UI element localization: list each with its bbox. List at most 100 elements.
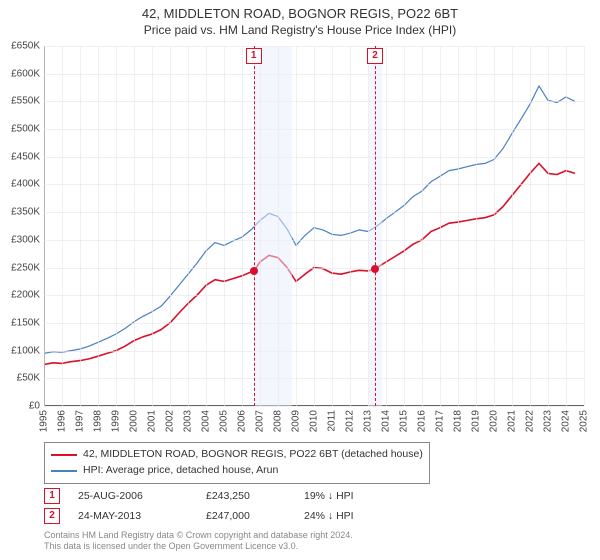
x-tick-label: 2008 xyxy=(273,410,284,432)
x-tick-label: 2007 xyxy=(255,410,266,432)
x-tick-label: 2018 xyxy=(453,410,464,432)
sale-delta: 19% ↓ HPI xyxy=(304,490,394,502)
y-tick-label: £450K xyxy=(0,151,40,162)
y-tick-label: £400K xyxy=(0,179,40,190)
sale-marker-box: 2 xyxy=(367,48,383,64)
sale-date: 24-MAY-2013 xyxy=(78,510,188,522)
y-tick-label: £150K xyxy=(0,317,40,328)
sale-marker-line xyxy=(375,46,376,406)
y-tick-label: £600K xyxy=(0,68,40,79)
x-tick-label: 2010 xyxy=(309,410,320,432)
gridline-v xyxy=(116,46,117,406)
x-tick-label: 2022 xyxy=(525,410,536,432)
x-tick-label: 2016 xyxy=(417,410,428,432)
gridline-v xyxy=(566,46,567,406)
gridline-h xyxy=(44,406,584,407)
y-tick-label: £100K xyxy=(0,345,40,356)
legend-row: HPI: Average price, detached house, Arun xyxy=(51,463,423,479)
gridline-v xyxy=(44,46,45,406)
legend-label: HPI: Average price, detached house, Arun xyxy=(83,463,278,479)
gridline-v xyxy=(422,46,423,406)
legend-swatch xyxy=(51,454,77,456)
y-tick-label: £300K xyxy=(0,234,40,245)
gridline-v xyxy=(458,46,459,406)
y-tick-label: £250K xyxy=(0,262,40,273)
sale-entry: 2 24-MAY-2013 £247,000 24% ↓ HPI xyxy=(44,508,584,524)
x-tick-label: 2001 xyxy=(147,410,158,432)
x-tick-label: 2002 xyxy=(165,410,176,432)
sale-dot xyxy=(250,267,258,275)
x-tick-label: 2015 xyxy=(399,410,410,432)
series-line xyxy=(44,86,575,354)
x-tick-label: 2004 xyxy=(201,410,212,432)
gridline-v xyxy=(530,46,531,406)
gridline-v xyxy=(152,46,153,406)
sale-date: 25-AUG-2006 xyxy=(78,490,188,502)
gridline-v xyxy=(242,46,243,406)
gridline-v xyxy=(98,46,99,406)
x-tick-label: 2006 xyxy=(237,410,248,432)
legend-swatch xyxy=(51,470,77,472)
gridline-v xyxy=(80,46,81,406)
gridline-v xyxy=(314,46,315,406)
sale-dot xyxy=(371,265,379,273)
series-line xyxy=(44,163,575,364)
gridline-v xyxy=(512,46,513,406)
x-tick-label: 1998 xyxy=(93,410,104,432)
y-tick-label: £500K xyxy=(0,124,40,135)
gridline-v xyxy=(476,46,477,406)
sale-index-box: 2 xyxy=(44,508,60,524)
gridline-v xyxy=(134,46,135,406)
y-tick-label: £550K xyxy=(0,96,40,107)
legend-row: 42, MIDDLETON ROAD, BOGNOR REGIS, PO22 6… xyxy=(51,447,423,463)
gridline-v xyxy=(296,46,297,406)
x-tick-label: 1995 xyxy=(39,410,50,432)
legend-area: 42, MIDDLETON ROAD, BOGNOR REGIS, PO22 6… xyxy=(44,442,584,553)
shaded-band xyxy=(254,46,293,406)
x-tick-label: 2000 xyxy=(129,410,140,432)
sale-index-box: 1 xyxy=(44,488,60,504)
gridline-v xyxy=(206,46,207,406)
legend-box: 42, MIDDLETON ROAD, BOGNOR REGIS, PO22 6… xyxy=(44,442,430,484)
gridline-v xyxy=(188,46,189,406)
y-tick-label: £350K xyxy=(0,207,40,218)
x-tick-label: 2012 xyxy=(345,410,356,432)
x-tick-label: 1997 xyxy=(75,410,86,432)
gridline-v xyxy=(224,46,225,406)
y-tick-label: £650K xyxy=(0,41,40,52)
sale-price: £243,250 xyxy=(206,490,286,502)
legend-label: 42, MIDDLETON ROAD, BOGNOR REGIS, PO22 6… xyxy=(83,447,423,463)
sale-delta: 24% ↓ HPI xyxy=(304,510,394,522)
x-tick-label: 2009 xyxy=(291,410,302,432)
sale-marker-line xyxy=(254,46,255,406)
y-tick-label: £0 xyxy=(0,401,40,412)
x-tick-label: 2017 xyxy=(435,410,446,432)
x-tick-label: 2005 xyxy=(219,410,230,432)
gridline-v xyxy=(440,46,441,406)
gridline-v xyxy=(494,46,495,406)
x-tick-label: 2011 xyxy=(327,410,338,432)
x-tick-label: 2023 xyxy=(543,410,554,432)
gridline-v xyxy=(350,46,351,406)
x-tick-label: 2020 xyxy=(489,410,500,432)
gridline-v xyxy=(584,46,585,406)
y-tick-label: £200K xyxy=(0,290,40,301)
x-tick-label: 2019 xyxy=(471,410,482,432)
x-tick-label: 2021 xyxy=(507,410,518,432)
gridline-v xyxy=(386,46,387,406)
x-tick-label: 2014 xyxy=(381,410,392,432)
gridline-v xyxy=(404,46,405,406)
footnote: Contains HM Land Registry data © Crown c… xyxy=(44,530,584,553)
gridline-v xyxy=(332,46,333,406)
x-tick-label: 2025 xyxy=(579,410,590,432)
x-tick-label: 2013 xyxy=(363,410,374,432)
sale-price: £247,000 xyxy=(206,510,286,522)
chart-subtitle: Price paid vs. HM Land Registry's House … xyxy=(0,23,600,37)
gridline-v xyxy=(548,46,549,406)
gridline-v xyxy=(62,46,63,406)
footnote-line1: Contains HM Land Registry data © Crown c… xyxy=(44,530,353,540)
x-tick-label: 2003 xyxy=(183,410,194,432)
x-tick-label: 1996 xyxy=(57,410,68,432)
y-tick-label: £50K xyxy=(0,373,40,384)
x-tick-label: 2024 xyxy=(561,410,572,432)
